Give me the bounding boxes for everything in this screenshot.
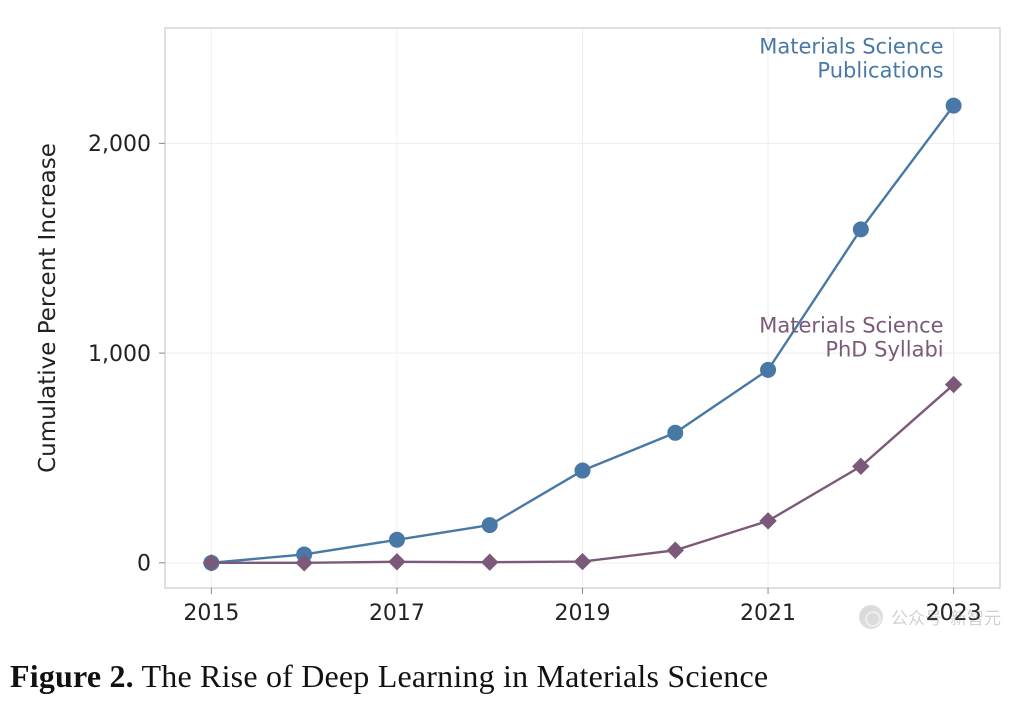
x-tick-label: 2017 — [369, 601, 425, 626]
series-marker-publications — [389, 532, 404, 547]
figure-container: 2015201720192021202301,0002,000Cumulativ… — [0, 0, 1031, 711]
watermark-name: 新智元 — [950, 604, 1001, 629]
figure-caption: Figure 2. The Rise of Deep Learning in M… — [10, 658, 1020, 695]
wechat-icon — [859, 605, 883, 629]
y-axis-title: Cumulative Percent Increase — [35, 143, 61, 473]
series-marker-publications — [761, 362, 776, 377]
series-marker-publications — [668, 425, 683, 440]
x-tick-label: 2019 — [555, 601, 611, 626]
caption-text: The Rise of Deep Learning in Materials S… — [142, 658, 769, 694]
caption-label: Figure 2. — [10, 658, 134, 694]
y-tick-label: 1,000 — [88, 342, 151, 367]
x-tick-label: 2015 — [183, 601, 239, 626]
series-marker-publications — [575, 463, 590, 478]
watermark-prefix: 公众号 — [891, 604, 942, 629]
y-tick-label: 2,000 — [88, 132, 151, 157]
series-marker-publications — [853, 222, 868, 237]
series-marker-publications — [482, 518, 497, 533]
x-tick-label: 2021 — [740, 601, 796, 626]
y-tick-label: 0 — [137, 552, 151, 577]
series-marker-publications — [946, 98, 961, 113]
watermark: 公众号 新智元 — [859, 604, 1001, 629]
